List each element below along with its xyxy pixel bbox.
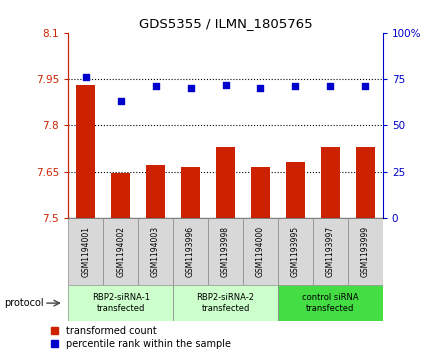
Bar: [251, 167, 270, 218]
Text: GSM1193996: GSM1193996: [186, 226, 195, 277]
Bar: [103, 218, 138, 285]
Text: GSM1193998: GSM1193998: [221, 226, 230, 277]
Point: [257, 85, 264, 91]
Text: GSM1193995: GSM1193995: [291, 226, 300, 277]
Bar: [76, 85, 95, 218]
Text: RBP2-siRNA-1
transfected: RBP2-siRNA-1 transfected: [92, 293, 150, 313]
Legend: transformed count, percentile rank within the sample: transformed count, percentile rank withi…: [51, 326, 231, 349]
Text: GSM1193999: GSM1193999: [361, 226, 370, 277]
Point: [222, 82, 229, 87]
Bar: [348, 218, 383, 285]
Bar: [208, 218, 243, 285]
Bar: [138, 218, 173, 285]
Point: [82, 74, 89, 80]
Text: protocol: protocol: [4, 298, 44, 308]
Point: [117, 98, 124, 104]
Point: [187, 85, 194, 91]
Bar: [111, 173, 130, 218]
Bar: [68, 285, 173, 321]
Text: control siRNA
transfected: control siRNA transfected: [302, 293, 359, 313]
Point: [152, 83, 159, 89]
Text: RBP2-siRNA-2
transfected: RBP2-siRNA-2 transfected: [197, 293, 254, 313]
Bar: [173, 285, 278, 321]
Point: [292, 83, 299, 89]
Bar: [243, 218, 278, 285]
Bar: [173, 218, 208, 285]
Text: GSM1194001: GSM1194001: [81, 226, 90, 277]
Text: GSM1194000: GSM1194000: [256, 226, 265, 277]
Bar: [278, 218, 313, 285]
Point: [327, 83, 334, 89]
Bar: [278, 285, 383, 321]
Bar: [216, 147, 235, 218]
Bar: [146, 166, 165, 218]
Bar: [321, 147, 340, 218]
Title: GDS5355 / ILMN_1805765: GDS5355 / ILMN_1805765: [139, 17, 312, 30]
Bar: [356, 147, 375, 218]
Bar: [313, 218, 348, 285]
Bar: [181, 167, 200, 218]
Text: GSM1194003: GSM1194003: [151, 226, 160, 277]
Bar: [68, 218, 103, 285]
Text: GSM1194002: GSM1194002: [116, 226, 125, 277]
Bar: [286, 162, 305, 218]
Point: [362, 83, 369, 89]
Text: GSM1193997: GSM1193997: [326, 226, 335, 277]
